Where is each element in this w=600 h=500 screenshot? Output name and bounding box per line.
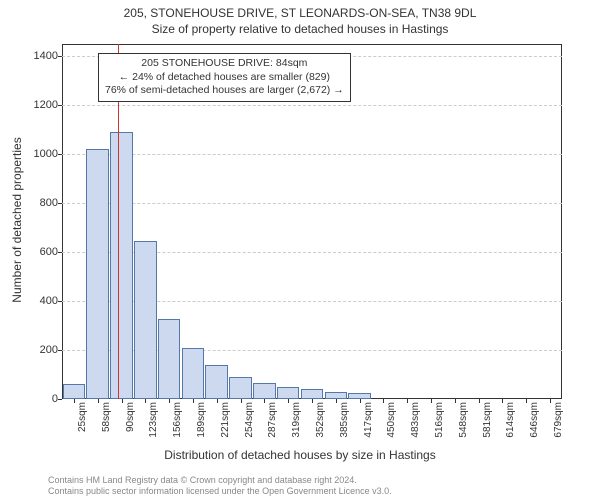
xtick-mark [145, 399, 146, 403]
histogram-bar [229, 377, 252, 399]
xtick-label: 581sqm [482, 402, 493, 438]
ytick-label: 600 [18, 246, 58, 258]
footer-line1: Contains HM Land Registry data © Crown c… [48, 475, 392, 487]
xtick-label: 90sqm [125, 402, 136, 432]
histogram-bar [134, 241, 157, 399]
xtick-label: 352sqm [315, 402, 326, 438]
xtick-label: 679sqm [553, 402, 564, 438]
ytick-mark [58, 154, 62, 155]
histogram-bar [205, 365, 228, 399]
ytick-mark [58, 56, 62, 57]
ytick-label: 0 [18, 393, 58, 405]
xtick-mark [502, 399, 503, 403]
xtick-mark [407, 399, 408, 403]
xtick-label: 156sqm [172, 402, 183, 438]
xtick-mark [479, 399, 480, 403]
xtick-mark [455, 399, 456, 403]
xtick-mark [431, 399, 432, 403]
histogram-bar [63, 384, 86, 399]
xtick-label: 221sqm [220, 402, 231, 438]
xtick-label: 548sqm [458, 402, 469, 438]
xtick-mark [383, 399, 384, 403]
xtick-mark [526, 399, 527, 403]
xtick-label: 614sqm [505, 402, 516, 438]
xtick-mark [288, 399, 289, 403]
xtick-label: 450sqm [386, 402, 397, 438]
histogram-bar [182, 348, 205, 399]
histogram-bar [110, 132, 133, 399]
histogram-bar [158, 319, 181, 399]
xtick-label: 483sqm [410, 402, 421, 438]
xtick-label: 287sqm [267, 402, 278, 438]
xtick-label: 319sqm [291, 402, 302, 438]
xtick-mark [122, 399, 123, 403]
chart-title-sub: Size of property relative to detached ho… [0, 20, 600, 40]
annotation-line2: ← 24% of detached houses are smaller (82… [105, 71, 344, 85]
xtick-label: 25sqm [77, 402, 88, 432]
xtick-mark [550, 399, 551, 403]
xtick-label: 254sqm [244, 402, 255, 438]
xtick-label: 189sqm [196, 402, 207, 438]
ytick-mark [58, 350, 62, 351]
xtick-mark [193, 399, 194, 403]
ytick-label: 1400 [18, 50, 58, 62]
ytick-label: 800 [18, 197, 58, 209]
annotation-line3: 76% of semi-detached houses are larger (… [105, 84, 344, 98]
xtick-mark [217, 399, 218, 403]
ytick-mark [58, 203, 62, 204]
histogram-bar [277, 387, 300, 399]
xtick-label: 646sqm [529, 402, 540, 438]
xtick-mark [74, 399, 75, 403]
gridline [62, 203, 562, 204]
histogram-bar [86, 149, 109, 399]
gridline [62, 105, 562, 106]
xtick-label: 417sqm [363, 402, 374, 438]
ytick-mark [58, 301, 62, 302]
xtick-mark [360, 399, 361, 403]
xtick-label: 385sqm [339, 402, 350, 438]
ytick-mark [58, 252, 62, 253]
histogram-bar [253, 383, 276, 399]
ytick-mark [58, 105, 62, 106]
ytick-label: 1200 [18, 99, 58, 111]
xtick-label: 516sqm [434, 402, 445, 438]
chart-title-main: 205, STONEHOUSE DRIVE, ST LEONARDS-ON-SE… [0, 0, 600, 20]
ytick-label: 200 [18, 344, 58, 356]
histogram-bar [301, 389, 324, 399]
xtick-mark [336, 399, 337, 403]
y-axis-label: Number of detached properties [10, 137, 24, 302]
xtick-mark [241, 399, 242, 403]
xtick-label: 123sqm [148, 402, 159, 438]
xtick-mark [312, 399, 313, 403]
annotation-line1: 205 STONEHOUSE DRIVE: 84sqm [105, 57, 344, 71]
xtick-mark [264, 399, 265, 403]
x-axis-label: Distribution of detached houses by size … [0, 448, 600, 462]
xtick-mark [98, 399, 99, 403]
gridline [62, 154, 562, 155]
ytick-mark [58, 399, 62, 400]
xtick-label: 58sqm [101, 402, 112, 432]
histogram-bar [325, 392, 348, 399]
annotation-callout: 205 STONEHOUSE DRIVE: 84sqm ← 24% of det… [98, 53, 351, 102]
ytick-label: 400 [18, 295, 58, 307]
footer-attribution: Contains HM Land Registry data © Crown c… [48, 475, 392, 498]
ytick-label: 1000 [18, 148, 58, 160]
footer-line2: Contains public sector information licen… [48, 486, 392, 498]
xtick-mark [169, 399, 170, 403]
